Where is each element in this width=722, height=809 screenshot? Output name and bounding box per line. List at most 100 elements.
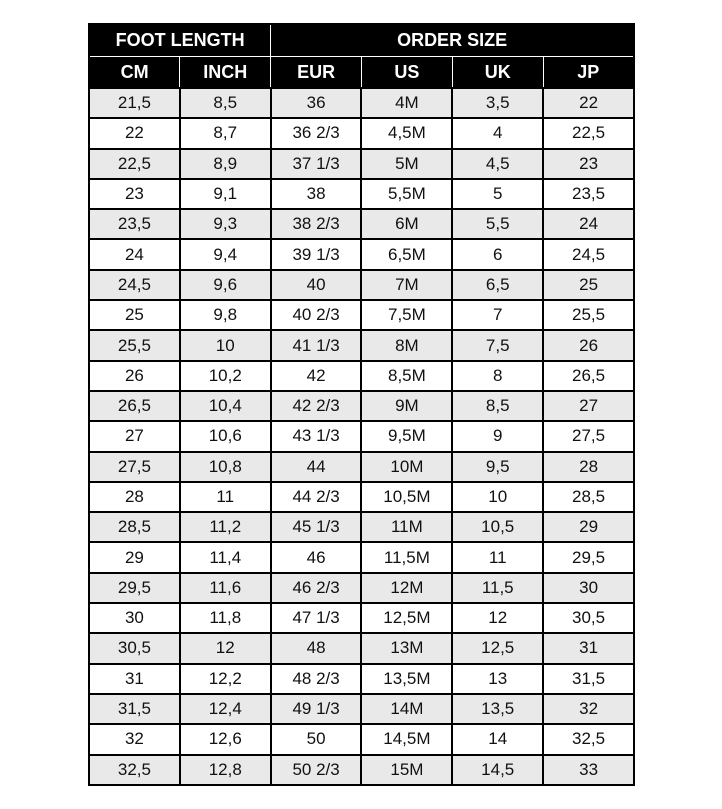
table-row: 25 9,8 40 2/3 7,5M 7 25,5 bbox=[88, 299, 635, 332]
table-body: 21,5 8,5 36 4M 3,5 22 22 8,7 36 2/3 4,5M 4 22,5 22,5… bbox=[88, 86, 635, 786]
cell-eur: 48 2/3 bbox=[269, 662, 363, 695]
cell-cm: 32 bbox=[88, 723, 181, 756]
cell-inch: 12 bbox=[178, 632, 272, 665]
cell-cm: 26,5 bbox=[88, 389, 181, 423]
cell-inch: 12,6 bbox=[178, 723, 272, 756]
cell-jp: 24,5 bbox=[542, 238, 635, 271]
cell-uk: 7 bbox=[451, 299, 545, 332]
cell-eur: 45 1/3 bbox=[269, 511, 363, 544]
cell-eur: 38 2/3 bbox=[269, 208, 363, 241]
cell-eur: 40 bbox=[269, 268, 363, 302]
cell-uk: 10 bbox=[451, 480, 545, 514]
column-header-row: CM INCH EUR US UK JP bbox=[88, 56, 635, 89]
cell-inch: 9,1 bbox=[178, 177, 272, 211]
cell-jp: 26,5 bbox=[542, 359, 635, 392]
cell-us: 14,5M bbox=[360, 723, 454, 756]
cell-inch: 8,7 bbox=[178, 117, 272, 150]
cell-eur: 44 2/3 bbox=[269, 480, 363, 514]
table-row: 27,5 10,8 44 10M 9,5 28 bbox=[88, 450, 635, 483]
table-row: 21,5 8,5 36 4M 3,5 22 bbox=[88, 86, 635, 120]
cell-cm: 28,5 bbox=[88, 511, 181, 544]
cell-uk: 8 bbox=[451, 359, 545, 392]
cell-jp: 25,5 bbox=[542, 299, 635, 332]
foot-length-header: FOOT LENGTH bbox=[88, 24, 272, 57]
column-header-jp: JP bbox=[542, 56, 635, 89]
cell-eur: 50 2/3 bbox=[269, 753, 363, 786]
cell-jp: 29 bbox=[542, 511, 635, 544]
cell-uk: 9,5 bbox=[451, 450, 545, 483]
table-row: 22 8,7 36 2/3 4,5M 4 22,5 bbox=[88, 117, 635, 150]
cell-inch: 12,4 bbox=[178, 692, 272, 726]
cell-eur: 48 bbox=[269, 632, 363, 665]
cell-us: 15M bbox=[360, 753, 454, 786]
cell-inch: 11,4 bbox=[178, 541, 272, 574]
cell-cm: 30,5 bbox=[88, 632, 181, 665]
cell-uk: 12,5 bbox=[451, 632, 545, 665]
table-row: 22,5 8,9 37 1/3 5M 4,5 23 bbox=[88, 147, 635, 180]
cell-cm: 22 bbox=[88, 117, 181, 150]
size-chart-table: FOOT LENGTH ORDER SIZE CM INCH EUR US UK… bbox=[88, 23, 635, 786]
cell-uk: 4,5 bbox=[451, 147, 545, 180]
cell-us: 9,5M bbox=[360, 420, 454, 453]
cell-jp: 33 bbox=[542, 753, 635, 786]
table-row: 30 11,8 47 1/3 12,5M 12 30,5 bbox=[88, 602, 635, 635]
table-row: 23 9,1 38 5,5M 5 23,5 bbox=[88, 177, 635, 211]
cell-uk: 8,5 bbox=[451, 389, 545, 423]
column-header-inch: INCH bbox=[179, 56, 272, 89]
cell-inch: 10,6 bbox=[178, 420, 272, 453]
table-row: 25,5 10 41 1/3 8M 7,5 26 bbox=[88, 329, 635, 362]
cell-cm: 25 bbox=[88, 299, 181, 332]
cell-cm: 23 bbox=[88, 177, 181, 211]
cell-us: 4,5M bbox=[360, 117, 454, 150]
cell-cm: 22,5 bbox=[88, 147, 181, 180]
cell-us: 5,5M bbox=[360, 177, 454, 211]
cell-uk: 7,5 bbox=[451, 329, 545, 362]
cell-inch: 10,8 bbox=[178, 450, 272, 483]
cell-uk: 10,5 bbox=[451, 511, 545, 544]
cell-eur: 37 1/3 bbox=[269, 147, 363, 180]
cell-us: 9M bbox=[360, 389, 454, 423]
cell-jp: 25 bbox=[542, 268, 635, 302]
column-header-us: US bbox=[360, 56, 453, 89]
cell-jp: 24 bbox=[542, 208, 635, 241]
cell-uk: 3,5 bbox=[451, 86, 545, 120]
cell-inch: 8,5 bbox=[178, 86, 272, 120]
cell-inch: 12,2 bbox=[178, 662, 272, 695]
cell-jp: 27,5 bbox=[542, 420, 635, 453]
cell-eur: 40 2/3 bbox=[269, 299, 363, 332]
cell-eur: 46 bbox=[269, 541, 363, 574]
cell-jp: 32,5 bbox=[542, 723, 635, 756]
cell-us: 4M bbox=[360, 86, 454, 120]
cell-jp: 30 bbox=[542, 571, 635, 605]
cell-eur: 49 1/3 bbox=[269, 692, 363, 726]
table-row: 28 11 44 2/3 10,5M 10 28,5 bbox=[88, 480, 635, 514]
cell-uk: 6 bbox=[451, 238, 545, 271]
order-size-header: ORDER SIZE bbox=[270, 24, 635, 57]
cell-us: 14M bbox=[360, 692, 454, 726]
cell-cm: 23,5 bbox=[88, 208, 181, 241]
group-header-row: FOOT LENGTH ORDER SIZE bbox=[88, 24, 635, 57]
table-row: 27 10,6 43 1/3 9,5M 9 27,5 bbox=[88, 420, 635, 453]
table-row: 32,5 12,8 50 2/3 15M 14,5 33 bbox=[88, 753, 635, 786]
column-header-uk: UK bbox=[451, 56, 544, 89]
cell-uk: 14 bbox=[451, 723, 545, 756]
cell-uk: 6,5 bbox=[451, 268, 545, 302]
cell-us: 5M bbox=[360, 147, 454, 180]
cell-inch: 11 bbox=[178, 480, 272, 514]
cell-jp: 26 bbox=[542, 329, 635, 362]
cell-eur: 39 1/3 bbox=[269, 238, 363, 271]
cell-inch: 12,8 bbox=[178, 753, 272, 786]
cell-jp: 28 bbox=[542, 450, 635, 483]
cell-eur: 50 bbox=[269, 723, 363, 756]
cell-inch: 9,4 bbox=[178, 238, 272, 271]
cell-cm: 24 bbox=[88, 238, 181, 271]
cell-eur: 42 bbox=[269, 359, 363, 392]
cell-us: 8M bbox=[360, 329, 454, 362]
cell-us: 6M bbox=[360, 208, 454, 241]
table-row: 31,5 12,4 49 1/3 14M 13,5 32 bbox=[88, 692, 635, 726]
table-row: 26 10,2 42 8,5M 8 26,5 bbox=[88, 359, 635, 392]
cell-jp: 23 bbox=[542, 147, 635, 180]
cell-cm: 28 bbox=[88, 480, 181, 514]
cell-inch: 9,6 bbox=[178, 268, 272, 302]
table-row: 24,5 9,6 40 7M 6,5 25 bbox=[88, 268, 635, 302]
